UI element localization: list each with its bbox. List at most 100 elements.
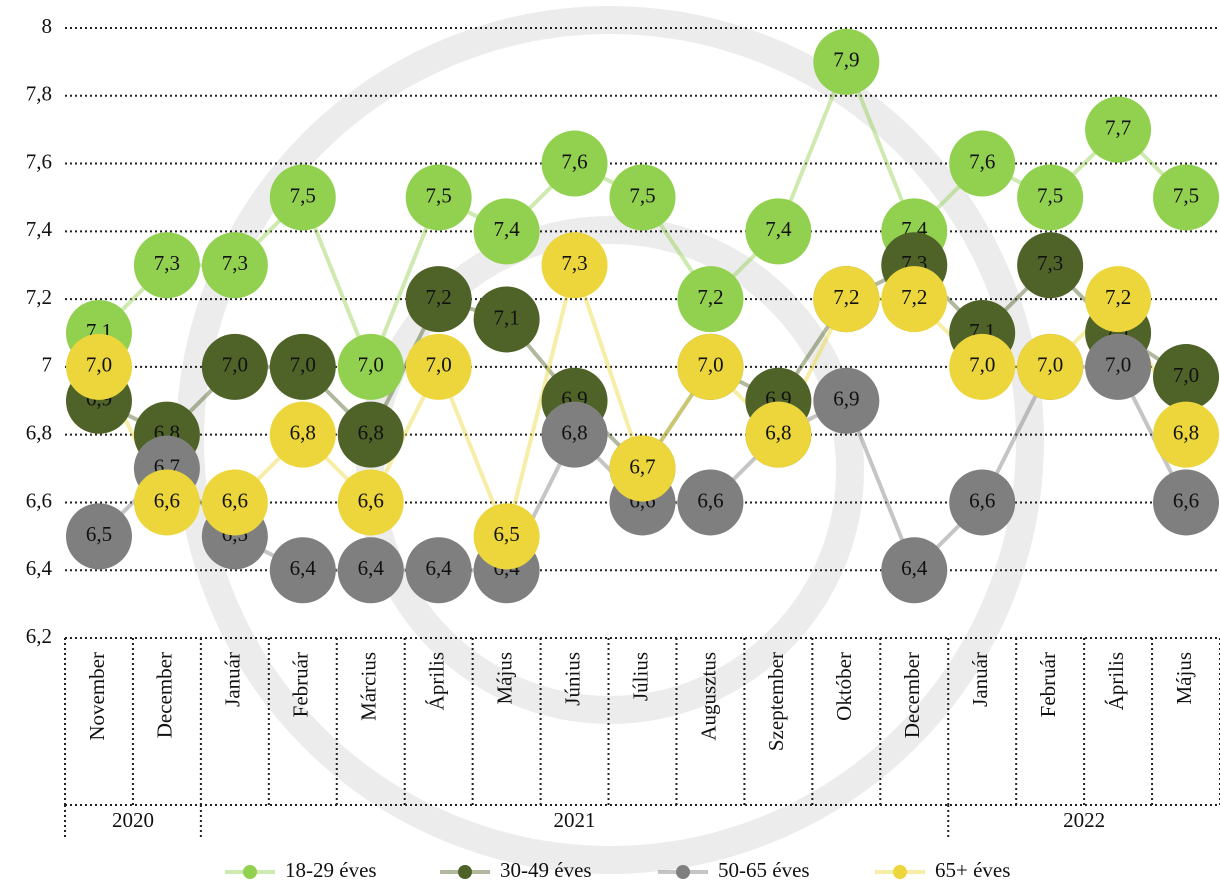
data-label: 7,2 xyxy=(833,285,859,309)
data-point xyxy=(201,469,268,536)
data-label: 7,4 xyxy=(765,217,792,241)
data-label: 6,8 xyxy=(1173,420,1199,444)
data-label: 6,8 xyxy=(561,420,587,444)
y-tick-label: 6,8 xyxy=(26,420,52,444)
legend-label: 50-65 éves xyxy=(718,858,810,882)
data-label: 6,6 xyxy=(358,488,384,512)
x-tick-label: Május xyxy=(1172,652,1196,705)
data-label: 7,5 xyxy=(426,183,452,207)
data-point xyxy=(337,537,404,604)
x-tick-label: Május xyxy=(492,652,516,705)
y-tick-label: 6,2 xyxy=(26,624,52,648)
data-point xyxy=(65,333,132,400)
data-point xyxy=(133,469,200,536)
data-point xyxy=(269,164,336,231)
data-point xyxy=(881,537,948,604)
data-label: 6,8 xyxy=(765,420,791,444)
legend-marker xyxy=(243,865,257,879)
x-tick-label: Január xyxy=(221,652,245,707)
x-tick-label: December xyxy=(900,652,924,738)
y-tick-label: 6,4 xyxy=(26,556,53,580)
y-tick-label: 7,6 xyxy=(26,149,52,173)
x-tick-label: Február xyxy=(289,652,313,717)
data-label: 7,0 xyxy=(222,353,248,377)
data-label: 7,9 xyxy=(833,48,859,72)
data-label: 7,0 xyxy=(969,353,995,377)
year-label: 2022 xyxy=(1063,808,1105,832)
data-point xyxy=(405,266,472,333)
y-tick-label: 7 xyxy=(42,353,53,377)
data-point xyxy=(337,333,404,400)
data-label: 7,5 xyxy=(1037,183,1063,207)
data-point xyxy=(65,503,132,570)
data-point xyxy=(201,232,268,299)
y-tick-label: 7,2 xyxy=(26,285,52,309)
data-point xyxy=(609,164,676,231)
legend-label: 18-29 éves xyxy=(285,858,377,882)
x-tick-label: Március xyxy=(357,652,381,721)
x-tick-label: December xyxy=(153,652,177,738)
data-label: 6,6 xyxy=(697,488,723,512)
data-label: 7,5 xyxy=(290,183,316,207)
data-label: 7,5 xyxy=(629,183,655,207)
data-label: 6,8 xyxy=(290,420,316,444)
data-point xyxy=(813,266,880,333)
data-point xyxy=(201,333,268,400)
data-point xyxy=(337,401,404,468)
legend-marker xyxy=(893,865,907,879)
data-label: 6,4 xyxy=(358,556,385,580)
data-point xyxy=(269,401,336,468)
data-point xyxy=(473,286,540,353)
data-point xyxy=(813,367,880,434)
data-point xyxy=(405,537,472,604)
data-label: 7,3 xyxy=(222,251,248,275)
data-label: 7,3 xyxy=(561,251,587,275)
year-label: 2021 xyxy=(554,808,596,832)
data-point xyxy=(813,28,880,95)
data-point xyxy=(1017,232,1084,299)
data-point xyxy=(337,469,404,536)
data-point xyxy=(609,435,676,502)
x-tick-label: Április xyxy=(424,652,448,710)
legend-marker xyxy=(676,865,690,879)
data-point xyxy=(949,130,1016,197)
data-label: 7,7 xyxy=(1105,115,1131,139)
legend-label: 65+ éves xyxy=(935,858,1010,882)
data-point xyxy=(1153,344,1220,411)
data-point xyxy=(541,130,608,197)
data-point xyxy=(745,401,812,468)
data-label: 7,2 xyxy=(426,285,452,309)
data-point xyxy=(1085,96,1152,163)
x-tick-label: November xyxy=(85,652,109,741)
data-label: 7,0 xyxy=(1037,353,1063,377)
data-label: 6,8 xyxy=(358,420,384,444)
data-label: 6,5 xyxy=(86,522,112,546)
year-label: 2020 xyxy=(112,808,154,832)
data-point xyxy=(405,333,472,400)
data-label: 7,1 xyxy=(493,305,519,329)
data-point xyxy=(269,537,336,604)
data-label: 7,0 xyxy=(1173,363,1199,387)
data-label: 7,4 xyxy=(493,217,520,241)
data-point xyxy=(949,333,1016,400)
data-label: 7,0 xyxy=(358,353,384,377)
data-label: 7,2 xyxy=(697,285,723,309)
data-label: 7,2 xyxy=(1105,285,1131,309)
data-point xyxy=(473,503,540,570)
y-tick-label: 6,6 xyxy=(26,488,52,512)
data-label: 7,6 xyxy=(969,149,995,173)
data-label: 7,0 xyxy=(1105,353,1131,377)
data-label: 7,0 xyxy=(697,353,723,377)
data-point xyxy=(473,198,540,265)
legend-marker xyxy=(458,865,472,879)
data-point xyxy=(745,198,812,265)
y-tick-label: 8 xyxy=(42,14,53,38)
data-point xyxy=(541,232,608,299)
data-point xyxy=(133,232,200,299)
data-label: 7,6 xyxy=(561,149,587,173)
data-label: 7,0 xyxy=(426,353,452,377)
data-label: 6,6 xyxy=(969,488,995,512)
data-label: 6,4 xyxy=(290,556,317,580)
data-label: 6,6 xyxy=(222,488,248,512)
